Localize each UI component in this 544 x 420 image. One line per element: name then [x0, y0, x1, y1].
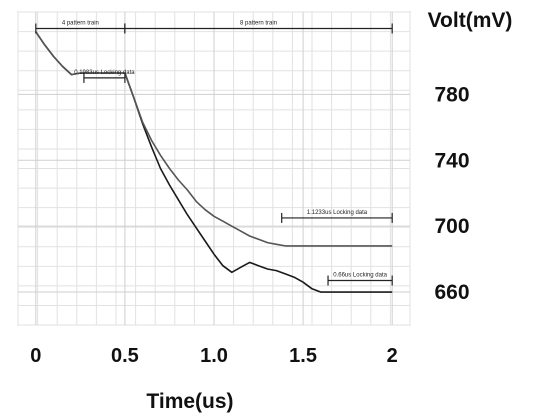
annotation-label: 4 pattern train: [62, 20, 99, 26]
y-tick-label: 660: [434, 281, 469, 304]
x-tick-label: 1.5: [289, 345, 317, 367]
y-tick-label: 700: [434, 215, 469, 238]
x-tick-label: 0.5: [111, 345, 139, 367]
x-tick-label: 0: [30, 345, 41, 367]
annotation-5: 0.66us Locking data: [327, 273, 393, 286]
annotation-3: 0.1983us Locking data: [74, 70, 135, 83]
annotation-label: 0.66us Locking data: [333, 273, 387, 279]
annotation-2: 8 pattern train: [124, 20, 393, 34]
annotation-label: 8 pattern train: [240, 20, 277, 26]
x-tick-label: 1.0: [200, 345, 228, 367]
series-layer: [35, 31, 393, 293]
x-axis-label: Time(us): [146, 390, 233, 413]
tick-labels: 0 0.5 1.0 1.5 2 660 700 740 780: [30, 83, 469, 367]
y-tick-label: 740: [434, 149, 469, 172]
y-tick-label: 780: [434, 83, 469, 106]
annotation-4: 1.1233us Locking data: [281, 210, 393, 223]
annotation-label: 1.1233us Locking data: [307, 210, 368, 216]
x-tick-label: 2: [387, 345, 398, 367]
grid-lines: [17, 11, 411, 326]
y-axis-label: Volt(mV): [428, 9, 513, 32]
series-line-2: [35, 31, 393, 247]
annotation-layer: 4 pattern train 8 pattern train 0.1983us L…: [35, 20, 393, 286]
annotation-label: 0.1983us Locking data: [74, 70, 135, 76]
